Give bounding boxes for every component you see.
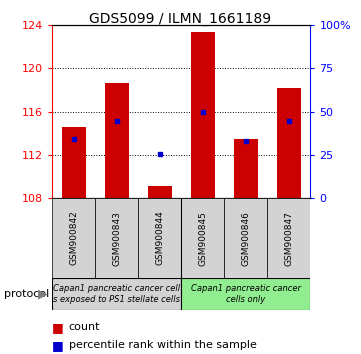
Bar [52,278,182,310]
Text: GSM900845: GSM900845 [199,211,208,266]
Bar [191,32,215,198]
Bar [268,198,310,278]
Text: ▶: ▶ [38,287,47,300]
Bar [148,186,172,198]
Text: ■: ■ [52,321,64,334]
Bar [181,198,225,278]
Bar [225,198,268,278]
Text: GSM900847: GSM900847 [284,211,293,266]
Bar [62,127,86,198]
Text: GSM900844: GSM900844 [155,211,164,266]
Bar [277,88,301,198]
Text: count: count [69,322,100,332]
Text: GSM900843: GSM900843 [112,211,121,266]
Text: GSM900846: GSM900846 [242,211,251,266]
Bar [52,198,95,278]
Text: GSM900842: GSM900842 [69,211,78,266]
Text: ■: ■ [52,339,64,352]
Bar [181,278,310,310]
Bar [105,83,129,198]
Bar [95,198,138,278]
Text: percentile rank within the sample: percentile rank within the sample [69,340,256,350]
Text: protocol: protocol [4,289,49,299]
Text: Capan1 pancreatic cancer
cells only: Capan1 pancreatic cancer cells only [191,284,301,303]
Text: Capan1 pancreatic cancer cell
s exposed to PS1 stellate cells: Capan1 pancreatic cancer cell s exposed … [53,284,180,303]
Bar [234,139,258,198]
Bar [138,198,181,278]
Text: GDS5099 / ILMN_1661189: GDS5099 / ILMN_1661189 [90,12,271,27]
